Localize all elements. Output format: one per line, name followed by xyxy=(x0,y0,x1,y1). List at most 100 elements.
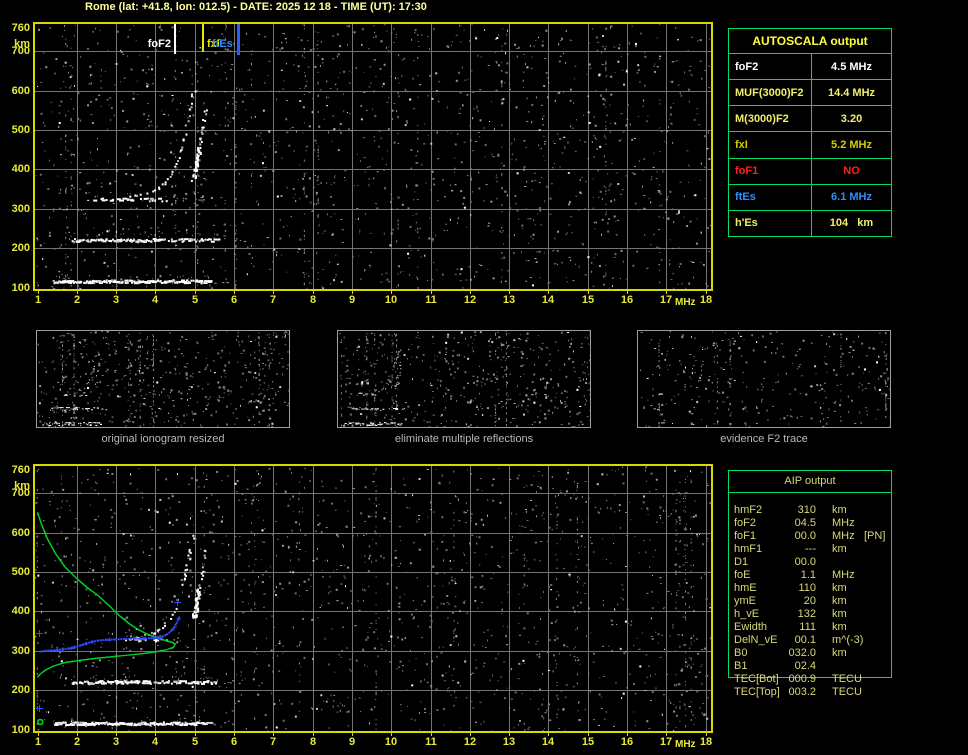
aip-row: DelN_vE 00.1 m^(-3) xyxy=(728,634,898,647)
x-axis-tick-label: 13 xyxy=(502,736,516,748)
aip-param: hmF2 xyxy=(734,504,763,516)
x-axis-tick-label: 5 xyxy=(191,736,199,748)
aip-param: hmF1 xyxy=(734,543,763,555)
x-axis-tick-mark xyxy=(155,291,156,294)
y-axis-tick-label: 300 xyxy=(11,203,30,215)
aip-unit: km xyxy=(832,647,847,659)
x-axis-tick-mark xyxy=(509,733,510,736)
autoscala-table: AUTOSCALA output foF2 4.5 MHz MUF(3000)F2 1… xyxy=(728,28,892,237)
x-axis-tick-label: 4 xyxy=(151,294,159,306)
x-axis-tick-label: 17 xyxy=(659,736,673,748)
mhz-axis-unit-label: MHz xyxy=(675,297,696,308)
autoscala-param-label: foF1 xyxy=(729,158,812,184)
aip-param: hmE xyxy=(734,582,757,594)
aip-value: 032.0 xyxy=(788,647,816,659)
aip-row: TEC[Top] 003.2 TECU xyxy=(728,686,898,699)
ftes-marker-line xyxy=(237,24,240,55)
x-axis-tick-label: 5 xyxy=(191,294,199,306)
aip-param: B0 xyxy=(734,647,748,659)
x-axis-tick-mark xyxy=(627,291,628,294)
x-axis-tick-label: 2 xyxy=(73,294,81,306)
aip-value: 110 xyxy=(798,582,816,594)
aip-value: 02.4 xyxy=(794,660,816,672)
y-axis-tick-label: 300 xyxy=(11,645,30,657)
aip-value: 00.0 xyxy=(794,556,816,568)
x-axis-tick-label: 1 xyxy=(34,294,42,306)
aip-param: D1 xyxy=(734,556,749,568)
page-title: Rome (lat: +41.8, lon: 012.5) - DATE: 20… xyxy=(85,1,427,13)
autoscala-param-value: 4.5 MHz xyxy=(831,60,872,73)
y-axis-tick-label: 500 xyxy=(11,566,30,578)
x-axis-tick-mark xyxy=(627,733,628,736)
x-axis-tick-label: 15 xyxy=(581,294,595,306)
autoscala-row: foF1 NO xyxy=(729,158,891,185)
x-axis-tick-label: 8 xyxy=(309,736,317,748)
x-axis-tick-label: 12 xyxy=(463,294,477,306)
thumbnail-original-ionogram xyxy=(36,330,290,428)
x-axis-tick-label: 14 xyxy=(541,294,555,306)
x-axis-tick-label: 12 xyxy=(463,736,477,748)
autoscala-row: foF2 4.5 MHz xyxy=(729,54,891,81)
aip-param: Ewidth xyxy=(734,621,768,633)
x-axis-tick-label: 3 xyxy=(112,736,120,748)
aip-value: 1.1 xyxy=(800,569,816,581)
x-axis-tick-label: 14 xyxy=(541,736,555,748)
aip-value: 04.5 xyxy=(794,517,816,529)
x-axis-tick-label: 16 xyxy=(620,736,634,748)
aip-value: 132 xyxy=(797,608,816,620)
x-axis-tick-mark xyxy=(155,733,156,736)
aip-unit: km xyxy=(832,608,847,620)
thumbnail-caption-evidence: evidence F2 trace xyxy=(720,433,808,445)
x-axis-tick-label: 2 xyxy=(73,736,81,748)
top-ionogram-plot: foF2 fxI ftEs xyxy=(33,22,713,291)
thumbnail-caption-eliminate: eliminate multiple reflections xyxy=(394,433,534,445)
aip-value: 000.9 xyxy=(788,673,816,685)
aip-value: 20 xyxy=(803,595,816,607)
aip-unit: km xyxy=(832,595,847,607)
x-axis-tick-mark xyxy=(38,291,39,294)
aip-row: ymE 20 km xyxy=(728,595,898,608)
x-axis-tick-label: 7 xyxy=(269,736,277,748)
autoscala-row: ftEs 6.1 MHz xyxy=(729,184,891,211)
aip-row: h_vE 132 km xyxy=(728,608,898,621)
x-axis-tick-label: 11 xyxy=(425,294,437,306)
x-axis-tick-label: 18 xyxy=(699,736,713,748)
x-axis-tick-mark xyxy=(313,291,314,294)
y-axis-tick-label: 100 xyxy=(11,282,30,294)
aip-value: 003.2 xyxy=(788,686,816,698)
y-axis-tick-label: 760 xyxy=(11,464,30,476)
aip-table-box xyxy=(728,470,892,678)
x-axis-tick-mark xyxy=(77,291,78,294)
aip-row: B0 032.0 km xyxy=(728,647,898,660)
x-axis-tick-label: 3 xyxy=(112,294,120,306)
autoscala-param-value: 14.4 MHz xyxy=(827,86,876,99)
autoscala-row: h'Es 104 km xyxy=(729,210,891,236)
km-axis-unit-label: km xyxy=(14,480,30,492)
x-axis-tick-label: 9 xyxy=(348,294,356,306)
x-axis-tick-mark xyxy=(431,291,432,294)
aip-row: foE 1.1 MHz xyxy=(728,569,898,582)
x-axis-tick-mark xyxy=(588,291,589,294)
x-axis-tick-mark xyxy=(352,733,353,736)
x-axis-tick-mark xyxy=(391,291,392,294)
x-axis-tick-mark xyxy=(273,733,274,736)
aip-unit: MHz xyxy=(832,517,855,529)
x-axis-tick-mark xyxy=(706,733,707,736)
aip-extra: [PN] xyxy=(864,530,886,542)
autoscala-row: MUF(3000)F2 14.4 MHz xyxy=(729,80,891,107)
x-axis-tick-mark xyxy=(116,733,117,736)
aip-param: foF2 xyxy=(734,517,757,529)
x-axis-tick-mark xyxy=(509,291,510,294)
aip-unit: MHz xyxy=(832,530,855,542)
autoscala-table-rows: foF2 4.5 MHz MUF(3000)F2 14.4 MHz M(3000)F2 3… xyxy=(729,54,891,236)
top-ionogram-canvas xyxy=(35,24,711,289)
aip-row: foF2 04.5 MHz xyxy=(728,517,898,530)
thumbnail-evidence-f2 xyxy=(637,330,891,428)
aip-unit: km xyxy=(832,621,847,633)
autoscala-param-value: 3.20 xyxy=(840,112,863,125)
autoscala-param-label: h'Es xyxy=(729,210,812,236)
aip-param: B1 xyxy=(734,660,748,672)
aip-value: --- xyxy=(805,543,816,555)
x-axis-tick-mark xyxy=(38,733,39,736)
